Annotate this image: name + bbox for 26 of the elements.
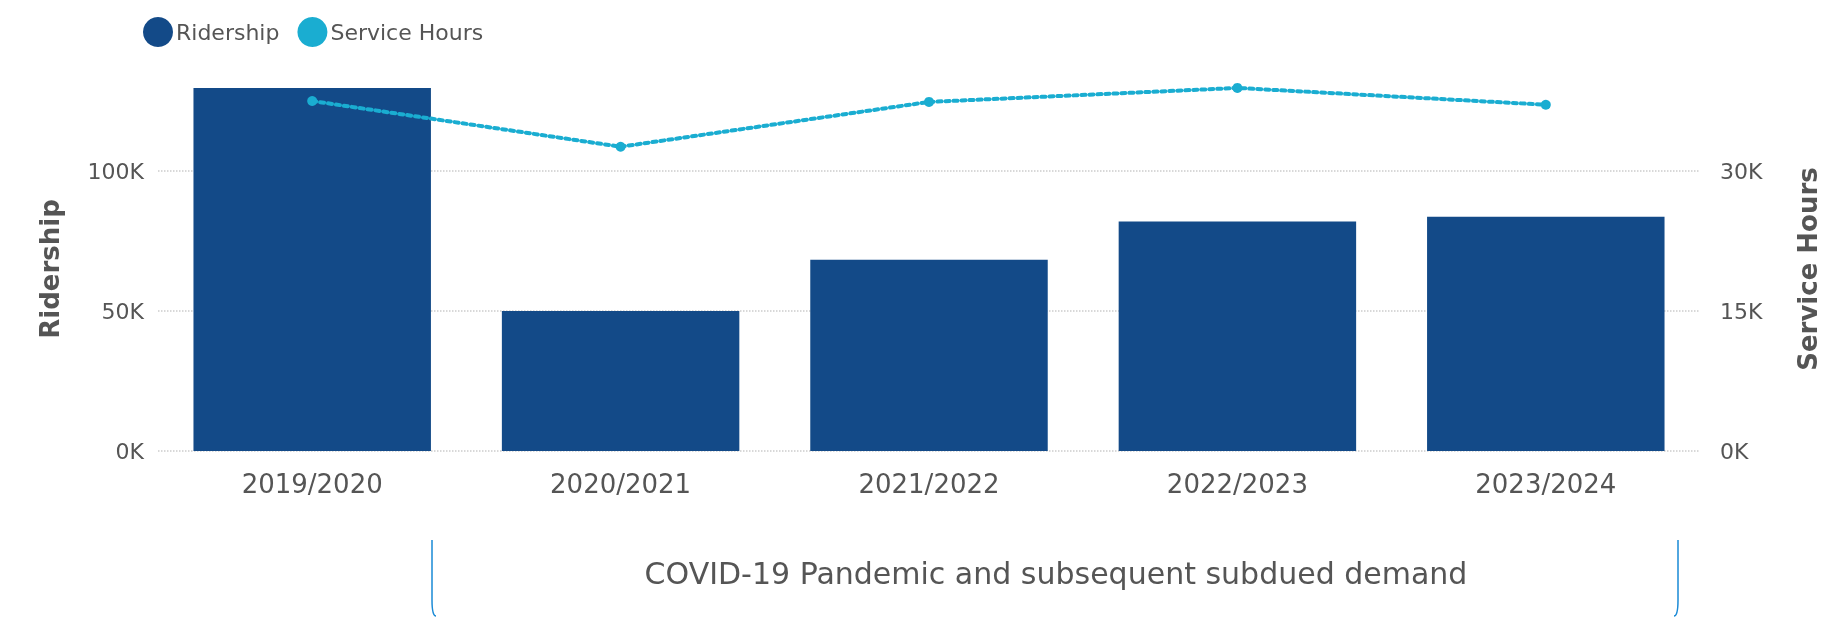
y-axis-title: Ridership bbox=[35, 199, 65, 339]
bar bbox=[810, 259, 1048, 451]
point bbox=[307, 96, 318, 106]
point bbox=[924, 96, 934, 107]
legend-label: Service Hours bbox=[330, 19, 484, 45]
y2-tick-label: 30K bbox=[1720, 158, 1763, 184]
bar bbox=[501, 311, 740, 451]
bar bbox=[1118, 221, 1357, 451]
bar bbox=[193, 88, 431, 451]
x-tick-label: 2021/2022 bbox=[858, 469, 1000, 499]
point bbox=[615, 141, 626, 152]
text: COVID-19 Pandemic and subsequent subdued demand bbox=[643, 556, 1469, 591]
legend-label: Ridership bbox=[176, 19, 280, 45]
y-tick-label: 50K bbox=[101, 298, 145, 324]
x-tick-label: 2020/2021 bbox=[550, 469, 692, 499]
x-tick-label: 2023/2024 bbox=[1475, 469, 1617, 499]
x-tick-label: 2022/2023 bbox=[1166, 469, 1308, 499]
bar bbox=[1427, 216, 1665, 451]
y-tick-label: 100K bbox=[87, 158, 145, 184]
y2-tick-label: 0K bbox=[1720, 438, 1749, 464]
y-tick-label: 0K bbox=[115, 438, 145, 464]
point bbox=[1232, 82, 1243, 93]
y2-tick-label: 15K bbox=[1720, 298, 1763, 324]
y2-axis-title: Service Hours bbox=[1793, 167, 1823, 371]
x-tick-label: 2019/2020 bbox=[241, 469, 383, 499]
point bbox=[1540, 99, 1551, 110]
